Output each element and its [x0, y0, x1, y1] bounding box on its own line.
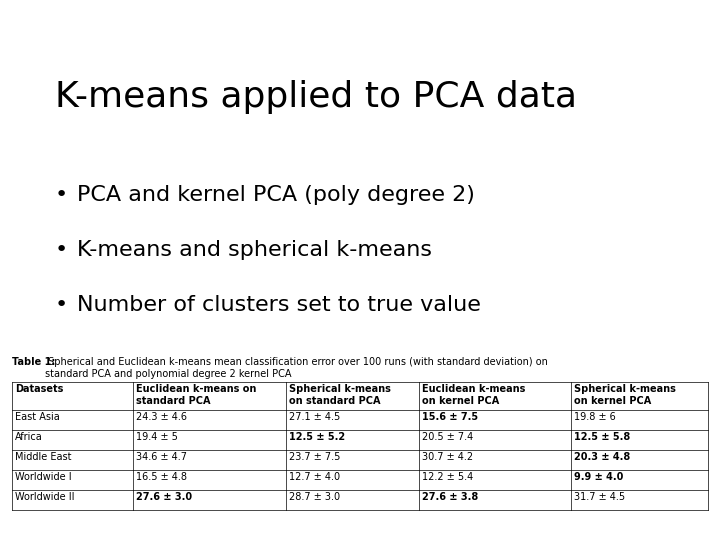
Text: Euclidean k-means
on kernel PCA: Euclidean k-means on kernel PCA	[422, 384, 525, 406]
Text: 12.5 ± 5.8: 12.5 ± 5.8	[574, 432, 631, 442]
Text: Euclidean k-means on
standard PCA: Euclidean k-means on standard PCA	[136, 384, 256, 406]
Text: •: •	[55, 240, 68, 260]
Text: 27.6 ± 3.8: 27.6 ± 3.8	[422, 492, 478, 502]
Text: 19.8 ± 6: 19.8 ± 6	[574, 412, 616, 422]
Text: 34.6 ± 4.7: 34.6 ± 4.7	[136, 452, 187, 462]
Text: 23.7 ± 7.5: 23.7 ± 7.5	[289, 452, 340, 462]
Text: Spherical k-means
on kernel PCA: Spherical k-means on kernel PCA	[574, 384, 676, 406]
Text: K-means and spherical k-means: K-means and spherical k-means	[77, 240, 432, 260]
Text: Middle East: Middle East	[15, 452, 71, 462]
Text: 19.4 ± 5: 19.4 ± 5	[136, 432, 178, 442]
Text: 20.5 ± 7.4: 20.5 ± 7.4	[422, 432, 473, 442]
Text: PCA and kernel PCA (poly degree 2): PCA and kernel PCA (poly degree 2)	[77, 185, 475, 205]
Text: Africa: Africa	[15, 432, 42, 442]
Text: 31.7 ± 4.5: 31.7 ± 4.5	[574, 492, 625, 502]
Text: East Asia: East Asia	[15, 412, 60, 422]
Text: 28.7 ± 3.0: 28.7 ± 3.0	[289, 492, 340, 502]
Text: Spherical k-means
on standard PCA: Spherical k-means on standard PCA	[289, 384, 390, 406]
Text: 24.3 ± 4.6: 24.3 ± 4.6	[136, 412, 187, 422]
Text: 12.2 ± 5.4: 12.2 ± 5.4	[422, 472, 473, 482]
Text: 30.7 ± 4.2: 30.7 ± 4.2	[422, 452, 473, 462]
Text: Worldwide II: Worldwide II	[15, 492, 74, 502]
Text: •: •	[55, 185, 68, 205]
Text: 27.1 ± 4.5: 27.1 ± 4.5	[289, 412, 340, 422]
Text: 16.5 ± 4.8: 16.5 ± 4.8	[136, 472, 187, 482]
Text: 20.3 ± 4.8: 20.3 ± 4.8	[574, 452, 631, 462]
Text: Spherical and Euclidean k-means mean classification error over 100 runs (with st: Spherical and Euclidean k-means mean cla…	[45, 357, 548, 379]
Text: K-means applied to PCA data: K-means applied to PCA data	[55, 80, 577, 114]
Text: 12.5 ± 5.2: 12.5 ± 5.2	[289, 432, 345, 442]
Text: 9.9 ± 4.0: 9.9 ± 4.0	[574, 472, 624, 482]
Text: Worldwide I: Worldwide I	[15, 472, 71, 482]
Text: Table 1:: Table 1:	[12, 357, 55, 367]
Text: 15.6 ± 7.5: 15.6 ± 7.5	[422, 412, 478, 422]
Text: Datasets: Datasets	[15, 384, 63, 394]
Text: 27.6 ± 3.0: 27.6 ± 3.0	[136, 492, 192, 502]
Text: Number of clusters set to true value: Number of clusters set to true value	[77, 295, 481, 315]
Text: 12.7 ± 4.0: 12.7 ± 4.0	[289, 472, 340, 482]
Text: •: •	[55, 295, 68, 315]
